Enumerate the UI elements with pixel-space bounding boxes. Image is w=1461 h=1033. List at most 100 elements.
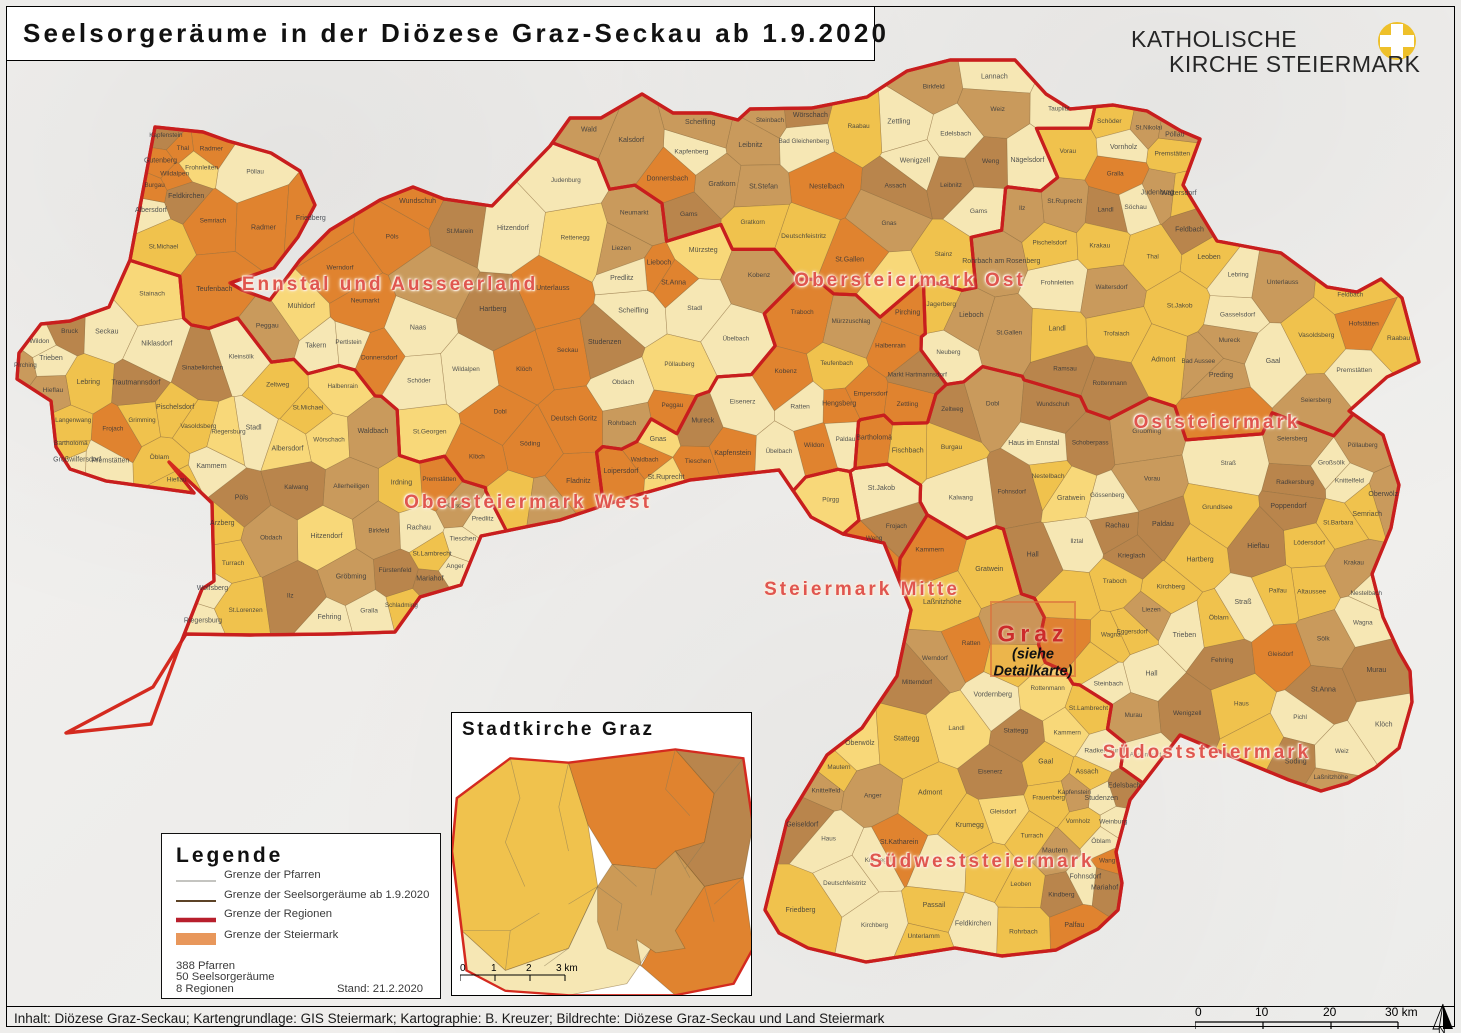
svg-text:Wörschach: Wörschach — [793, 112, 828, 119]
svg-text:Obdach: Obdach — [260, 535, 283, 542]
svg-text:Unterlamm: Unterlamm — [907, 933, 940, 940]
svg-text:Bad Aussee: Bad Aussee — [1181, 358, 1215, 365]
svg-text:Klöch: Klöch — [1375, 722, 1393, 729]
svg-text:Pöls: Pöls — [386, 233, 400, 240]
svg-text:Wenigzell: Wenigzell — [900, 158, 931, 165]
svg-text:Stadl: Stadl — [687, 305, 703, 312]
svg-text:Loipersdorf: Loipersdorf — [603, 468, 638, 475]
svg-text:Öblam: Öblam — [150, 453, 170, 461]
svg-text:Straß: Straß — [1234, 599, 1251, 606]
svg-text:Hartberg: Hartberg — [1186, 557, 1213, 564]
svg-text:Schöder: Schöder — [1097, 118, 1122, 125]
svg-text:Gratwein: Gratwein — [975, 566, 1003, 573]
svg-text:Weng: Weng — [982, 158, 999, 165]
svg-text:Pischelsdorf: Pischelsdorf — [156, 404, 194, 411]
svg-text:St.Michael: St.Michael — [293, 405, 324, 412]
svg-text:Ilz: Ilz — [1019, 205, 1025, 212]
svg-text:Seckau: Seckau — [557, 347, 579, 354]
svg-text:St.Lambrecht: St.Lambrecht — [412, 551, 451, 558]
svg-text:Sinabelkirchen: Sinabelkirchen — [182, 365, 224, 372]
svg-text:Trofaiach: Trofaiach — [1103, 330, 1130, 337]
svg-text:Lebring: Lebring — [1228, 272, 1250, 279]
svg-text:Geiseldorf: Geiseldorf — [786, 821, 818, 828]
svg-text:Irdning: Irdning — [391, 480, 413, 487]
svg-text:St.Gallen: St.Gallen — [996, 330, 1022, 337]
svg-text:Friedberg: Friedberg — [296, 215, 326, 222]
svg-text:Vordernberg: Vordernberg — [974, 692, 1013, 699]
svg-text:Stattegg: Stattegg — [1004, 728, 1029, 735]
svg-text:St.Lambrecht: St.Lambrecht — [1069, 705, 1108, 712]
svg-text:Rottenmann: Rottenmann — [1092, 380, 1127, 387]
svg-text:Riegersburg: Riegersburg — [184, 618, 222, 625]
svg-text:Ilztal: Ilztal — [1070, 538, 1083, 545]
svg-text:Assach: Assach — [884, 183, 906, 190]
svg-text:Passail: Passail — [923, 902, 946, 909]
svg-text:Fohnsdorf: Fohnsdorf — [998, 488, 1027, 495]
svg-text:St.Barbara: St.Barbara — [1323, 520, 1354, 527]
svg-text:Mariahof: Mariahof — [1091, 884, 1118, 891]
svg-text:Pöllau: Pöllau — [1165, 132, 1185, 139]
svg-text:Neuberg: Neuberg — [936, 349, 961, 356]
svg-text:Peggau: Peggau — [662, 402, 684, 409]
svg-text:Peggau: Peggau — [256, 323, 279, 330]
svg-text:Feldkirchen: Feldkirchen — [168, 193, 204, 200]
svg-text:Murau: Murau — [1125, 712, 1143, 719]
svg-text:Gratkorn: Gratkorn — [708, 181, 735, 188]
svg-text:Leoben: Leoben — [1010, 881, 1032, 888]
svg-text:Lannach: Lannach — [981, 74, 1008, 81]
svg-text:Edelsbach: Edelsbach — [940, 131, 971, 138]
svg-text:Frojach: Frojach — [886, 523, 907, 530]
svg-text:Admont: Admont — [1151, 357, 1175, 364]
svg-text:Landl: Landl — [1049, 325, 1067, 332]
svg-text:3 km: 3 km — [556, 963, 578, 974]
svg-text:St.Ruprecht: St.Ruprecht — [648, 474, 685, 481]
svg-text:Halbenrain: Halbenrain — [875, 343, 906, 350]
svg-text:Gasselsdorf: Gasselsdorf — [1220, 312, 1255, 319]
svg-text:St.Gallen: St.Gallen — [835, 257, 864, 264]
svg-text:Wenigzell: Wenigzell — [1173, 710, 1202, 717]
svg-text:Studenzen: Studenzen — [588, 339, 622, 346]
svg-text:Schoberpass: Schoberpass — [1072, 440, 1109, 447]
svg-text:Kobenz: Kobenz — [775, 368, 797, 375]
svg-text:Arzberg: Arzberg — [210, 520, 235, 527]
svg-text:Premstätten: Premstätten — [1155, 150, 1191, 157]
svg-text:Gams: Gams — [680, 211, 698, 218]
svg-text:Pirching: Pirching — [14, 362, 37, 369]
svg-text:Haus: Haus — [821, 836, 836, 843]
svg-text:Pichl: Pichl — [1293, 714, 1307, 721]
svg-text:Waltersdorf: Waltersdorf — [1096, 284, 1128, 291]
svg-text:Radmer: Radmer — [200, 146, 224, 153]
svg-text:Birkfeld: Birkfeld — [923, 84, 945, 91]
svg-text:Eisenerz: Eisenerz — [730, 399, 756, 406]
svg-text:Zeltweg: Zeltweg — [941, 406, 964, 413]
svg-text:Lieboch: Lieboch — [647, 259, 672, 266]
svg-text:Mühldorf: Mühldorf — [288, 303, 315, 310]
svg-text:Leoben: Leoben — [1197, 254, 1220, 261]
svg-text:10: 10 — [1255, 1005, 1269, 1019]
svg-text:St.Georgen: St.Georgen — [413, 429, 447, 436]
svg-text:Edelsbach: Edelsbach — [1108, 783, 1141, 790]
svg-text:Trieben: Trieben — [1173, 632, 1197, 639]
svg-text:Mitterndorf: Mitterndorf — [902, 679, 932, 686]
svg-text:Burgau: Burgau — [144, 182, 165, 189]
svg-text:Radmer: Radmer — [251, 225, 277, 232]
svg-text:Oberwölz: Oberwölz — [845, 740, 875, 747]
svg-text:Birkfeld: Birkfeld — [368, 528, 389, 535]
svg-text:Krakau: Krakau — [1089, 242, 1110, 249]
svg-text:0: 0 — [1195, 1005, 1202, 1019]
svg-text:Traboch: Traboch — [791, 309, 814, 316]
svg-text:Rohrbach: Rohrbach — [1009, 929, 1038, 936]
svg-text:Vasoldsberg: Vasoldsberg — [1298, 332, 1334, 339]
svg-text:Trieben: Trieben — [39, 355, 63, 362]
svg-text:Pöllau: Pöllau — [246, 169, 264, 176]
svg-text:Semriach: Semriach — [1352, 511, 1382, 518]
svg-text:Gams: Gams — [970, 208, 988, 215]
svg-text:Gratkorn: Gratkorn — [740, 219, 765, 226]
svg-text:0: 0 — [460, 963, 466, 974]
svg-text:Stainach: Stainach — [139, 291, 165, 298]
svg-text:St.Michael: St.Michael — [149, 244, 178, 251]
svg-text:Stattegg: Stattegg — [893, 735, 919, 742]
svg-text:Wagna: Wagna — [1353, 620, 1373, 627]
svg-text:Feldkirchen: Feldkirchen — [955, 921, 991, 928]
svg-text:Zettling: Zettling — [887, 118, 910, 125]
